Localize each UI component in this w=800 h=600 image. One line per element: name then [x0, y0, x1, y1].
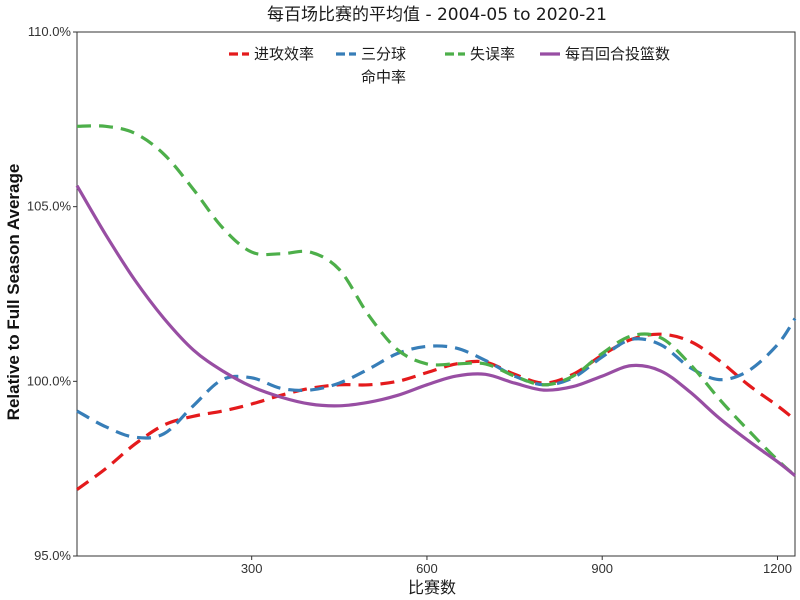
series-line-offensive-efficiency: [76, 332, 797, 491]
x-tick-label: 600: [416, 561, 438, 576]
series-line-three-point-pct: [76, 317, 797, 440]
legend-label-three-point-pct: 三分球: [361, 45, 406, 63]
legend-label-three-point-pct-line2: 命中率: [361, 68, 406, 86]
x-tick-label: 300: [241, 561, 263, 576]
series-layer: [75, 124, 797, 491]
legend-label-turnover-rate: 失误率: [470, 45, 515, 63]
legend-label-fga-per-100: 每百回合投篮数: [565, 45, 670, 63]
chart-title: 每百场比赛的平均值 - 2004-05 to 2020-21: [267, 4, 607, 25]
y-axis-label: Relative to Full Season Average: [4, 164, 23, 421]
plot-frame: [76, 31, 796, 557]
y-tick-label: 105.0%: [27, 199, 72, 214]
x-tick-label: 1200: [763, 561, 792, 576]
y-tick-label: 100.0%: [27, 373, 72, 388]
x-axis: 300 600 900 1200: [241, 556, 792, 576]
series-line-fga-per-100: [75, 184, 797, 477]
y-axis: 95.0% 100.0% 105.0% 110.0%: [27, 24, 77, 563]
y-tick-label: 110.0%: [28, 24, 72, 39]
x-axis-label: 比赛数: [408, 578, 456, 597]
series-line-turnover-rate: [76, 124, 797, 477]
x-tick-label: 900: [591, 561, 613, 576]
legend-label-offensive-efficiency: 进攻效率: [254, 45, 314, 63]
y-tick-label: 95.0%: [34, 548, 71, 563]
